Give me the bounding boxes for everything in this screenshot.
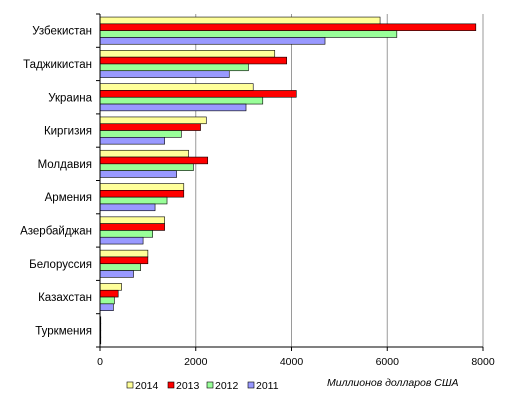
- legend-item-2011: 2011: [247, 380, 279, 392]
- bar-2012-3: [99, 130, 182, 138]
- category-label: Туркмения: [35, 325, 92, 337]
- bar-2013-4: [99, 156, 209, 165]
- bar-2014-6: [99, 216, 165, 224]
- legend-label: 2011: [256, 380, 279, 392]
- bar-2011-8: [99, 303, 114, 311]
- bar-2012-8: [99, 296, 115, 305]
- bar-2014-4: [99, 149, 189, 158]
- category-label: Армения: [45, 192, 92, 204]
- bar-2012-1: [99, 63, 249, 72]
- category-label: Узбекистан: [32, 26, 92, 38]
- bar-2013-6: [99, 223, 165, 231]
- x-tick-label: 4000: [280, 356, 304, 368]
- legend-item-2013: 2013: [167, 380, 200, 392]
- bar-2014-8: [99, 283, 122, 291]
- bar-2012-5: [99, 196, 168, 205]
- bar-2014-0: [99, 16, 381, 25]
- grid-lines: [195, 14, 484, 347]
- bars: [99, 16, 477, 345]
- bar-2012-0: [99, 30, 398, 38]
- legend-item-2014: 2014: [126, 380, 159, 392]
- x-tick-label: 8000: [471, 356, 495, 368]
- bar-2012-4: [99, 163, 194, 171]
- legend-swatch: [126, 381, 134, 389]
- bar-2011-6: [99, 236, 144, 245]
- legend-swatch: [167, 381, 175, 389]
- category-label: Киргизия: [44, 126, 92, 138]
- bar-2013-0: [99, 23, 477, 31]
- bar-2012-7: [99, 263, 141, 271]
- bar-2013-3: [99, 123, 201, 131]
- legend-label: 2014: [135, 380, 159, 392]
- bar-2011-3: [99, 137, 165, 145]
- legend-swatch: [206, 381, 214, 389]
- bar-2014-5: [99, 183, 185, 191]
- bar-2013-7: [99, 256, 149, 265]
- category-label: Украина: [48, 92, 92, 104]
- bar-2011-0: [99, 37, 326, 45]
- x-tick-label: 0: [97, 356, 103, 368]
- legend: 2014 2013 2012 2011: [126, 380, 279, 392]
- category-label: Молдавия: [38, 159, 92, 171]
- category-label: Казахстан: [38, 292, 92, 304]
- bar-2014-2: [99, 83, 254, 91]
- axes: [96, 13, 484, 351]
- x-tick-label: 2000: [184, 356, 208, 368]
- bar-2011-1: [99, 70, 230, 78]
- bar-2011-4: [99, 170, 177, 178]
- category-label: Таджикистан: [23, 59, 92, 71]
- bar-2012-2: [99, 96, 264, 105]
- bar-2012-6: [99, 230, 153, 238]
- legend-swatch: [247, 381, 255, 389]
- x-axis-unit-label: Миллионов долларов США: [327, 377, 459, 389]
- x-tick-label: 6000: [376, 356, 400, 368]
- bar-2014-3: [99, 116, 207, 125]
- bar-2011-2: [99, 103, 247, 112]
- category-labels: Узбекистан Таджикистан Украина Киргизия Молд…: [20, 26, 92, 338]
- legend-item-2012: 2012: [206, 380, 239, 392]
- bar-2014-1: [99, 50, 276, 58]
- legend-label: 2012: [215, 380, 239, 392]
- category-label: Азербайджан: [20, 225, 92, 237]
- bar-2013-2: [99, 90, 297, 98]
- bar-2011-7: [99, 270, 134, 278]
- bar-2013-8: [99, 289, 119, 298]
- legend-label: 2013: [176, 380, 200, 392]
- bar-2013-1: [99, 56, 288, 65]
- bar-2013-5: [99, 190, 185, 198]
- bar-2014-7: [99, 249, 149, 258]
- x-tick-labels: 0 2000 4000 6000 8000: [97, 356, 495, 368]
- bar-2011-5: [99, 203, 156, 212]
- category-label: Белоруссия: [29, 259, 92, 271]
